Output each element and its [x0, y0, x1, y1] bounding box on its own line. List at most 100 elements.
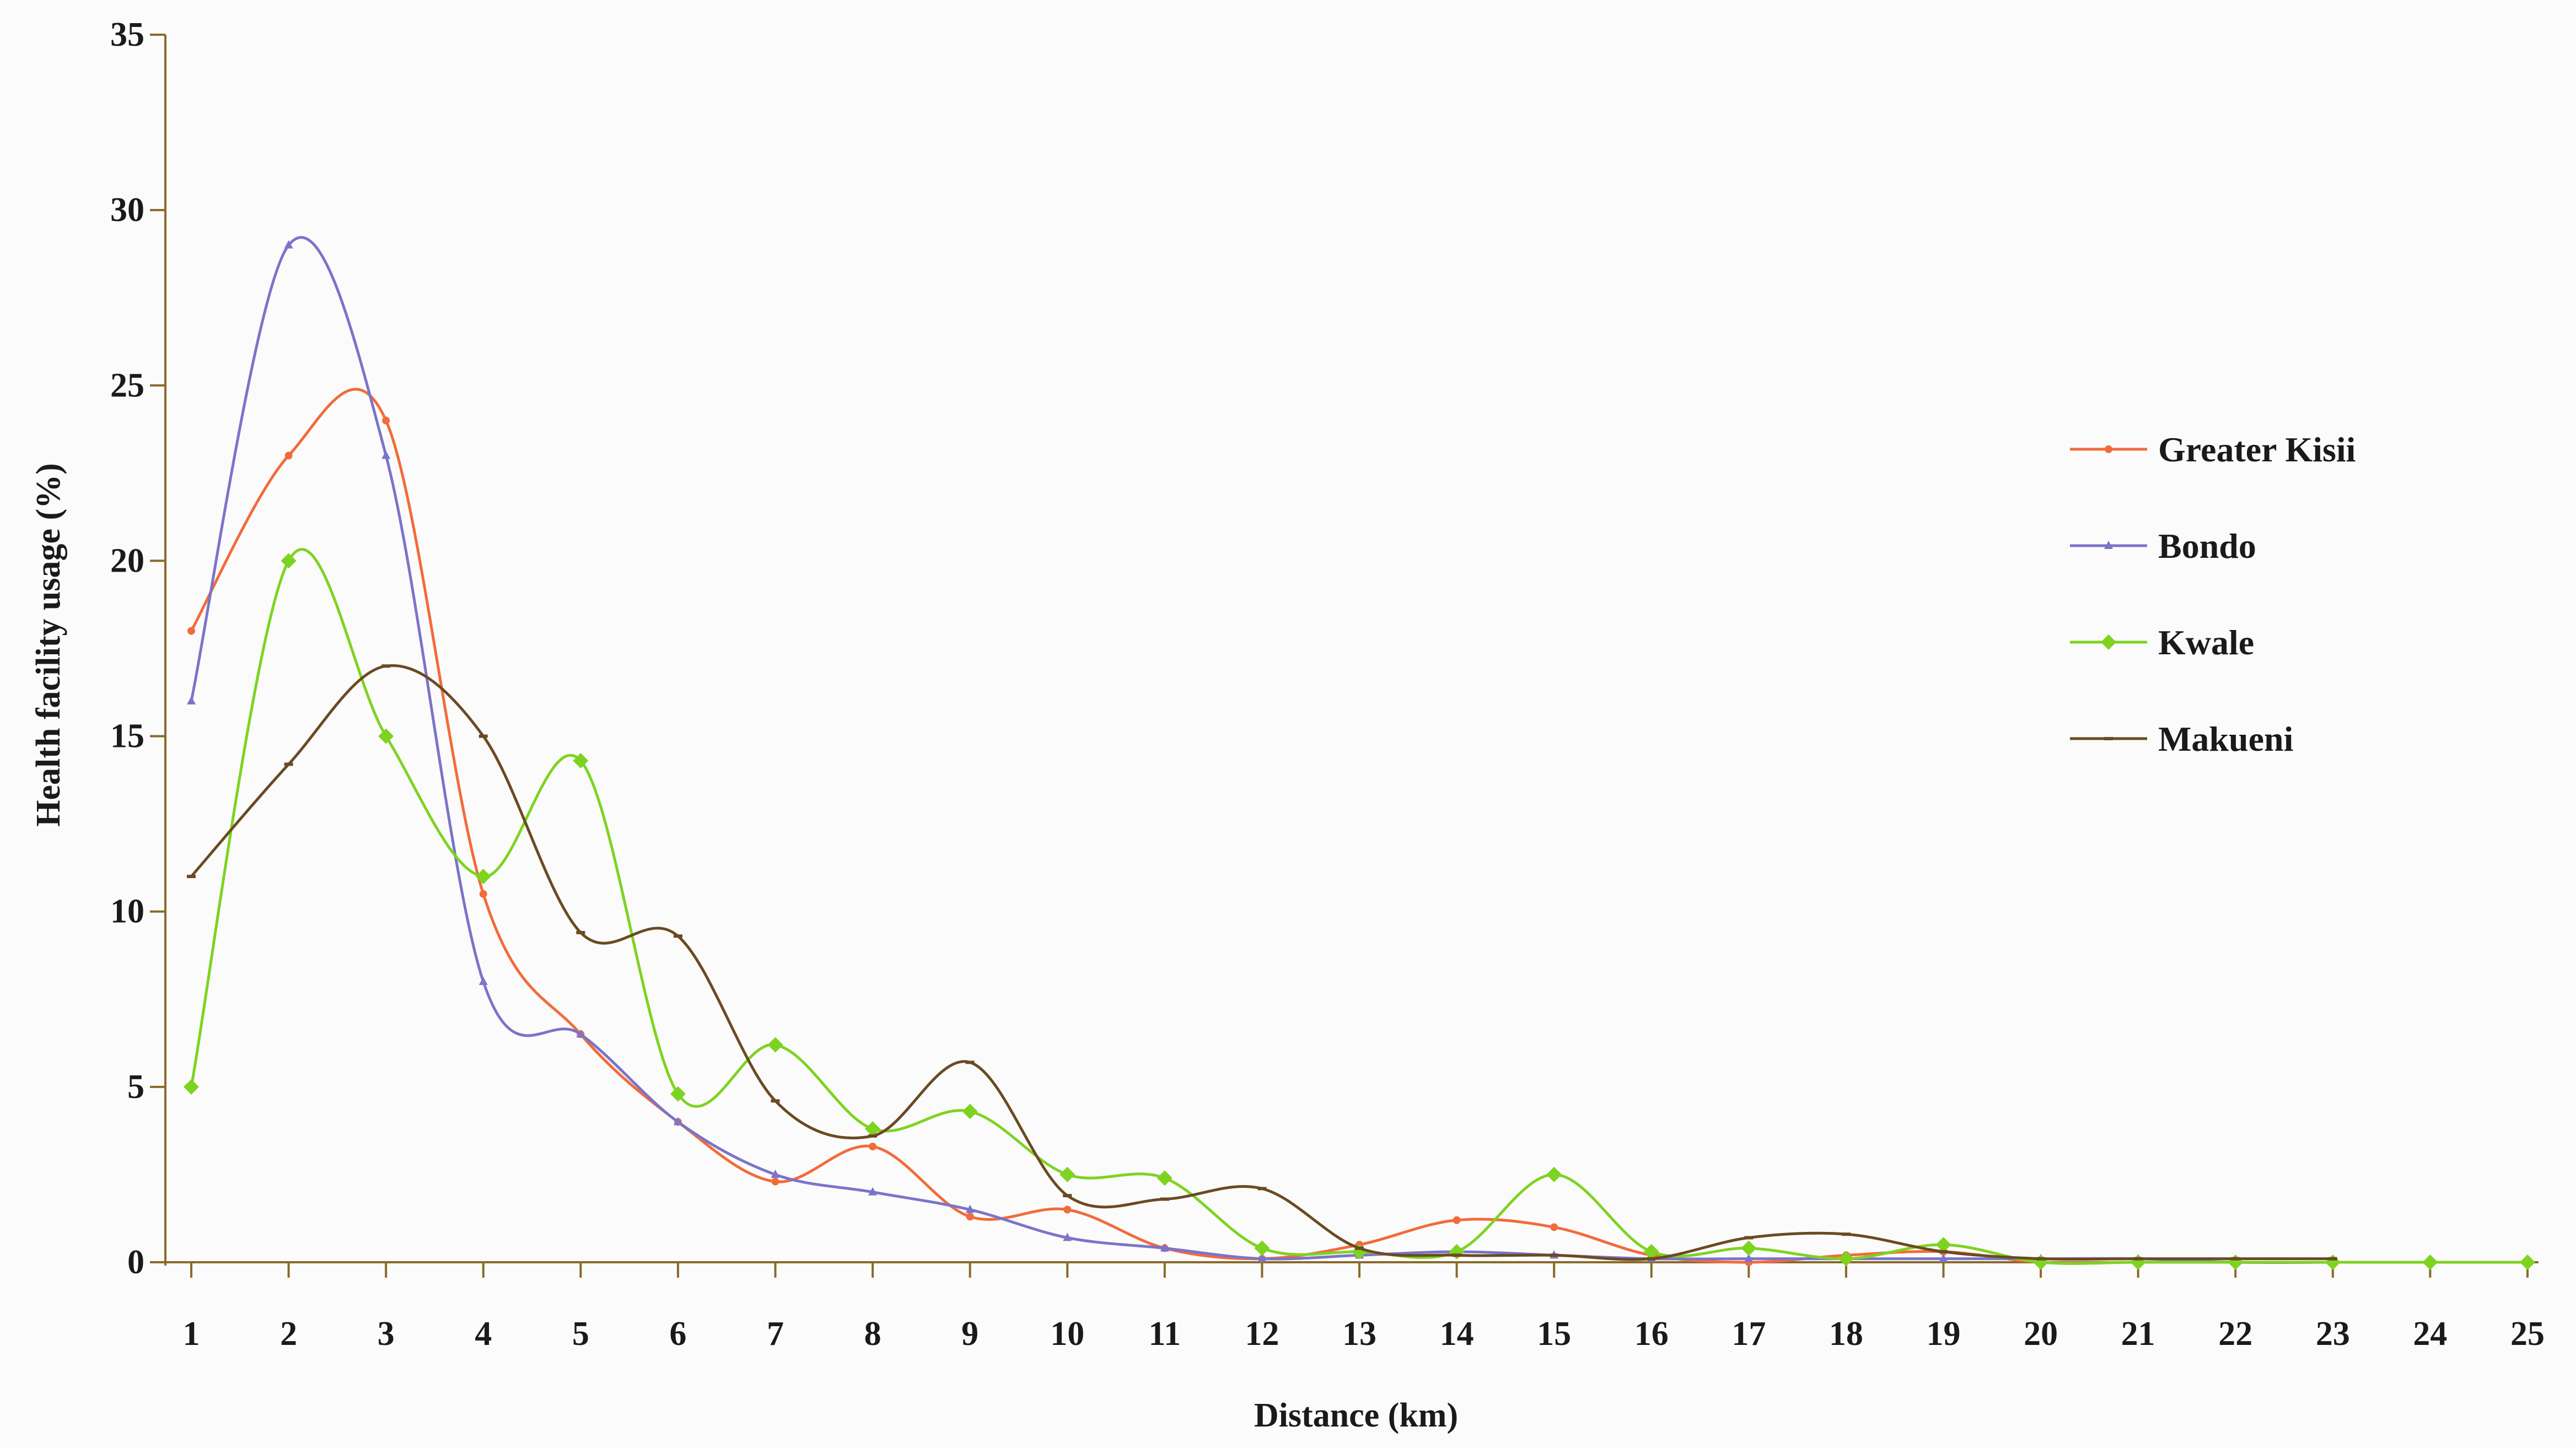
data-point-kwale — [1838, 1251, 1854, 1267]
y-tick-label: 30 — [110, 191, 144, 229]
data-point-bondo — [1257, 1253, 1267, 1262]
data-point-bondo — [1939, 1253, 1948, 1262]
x-tick-label: 4 — [475, 1315, 492, 1353]
x-tick-label: 20 — [2024, 1315, 2058, 1353]
x-tick-label: 19 — [1927, 1315, 1961, 1353]
x-tick-label: 3 — [378, 1315, 395, 1353]
data-point-greater-kisii — [284, 451, 293, 460]
legend-item-bondo: Bondo — [2070, 526, 2256, 566]
legend-label: Makueni — [2158, 719, 2293, 758]
y-tick-label: 35 — [110, 16, 144, 53]
legend-label: Kwale — [2158, 623, 2254, 662]
data-point-greater-kisii — [382, 416, 390, 424]
data-point-kwale — [1643, 1244, 1659, 1259]
legend-marker — [2104, 541, 2113, 549]
data-point-bondo — [673, 1117, 682, 1126]
data-point-kwale — [281, 553, 297, 569]
legend-item-greater-kisii: Greater Kisii — [2070, 430, 2355, 469]
x-tick-label: 2 — [280, 1315, 297, 1353]
data-point-kwale — [2325, 1255, 2341, 1270]
legend-item-makueni: Makueni — [2070, 719, 2293, 758]
x-tick-label: 18 — [1829, 1315, 1863, 1353]
data-point-bondo — [771, 1169, 780, 1178]
data-point-kwale — [2228, 1255, 2244, 1270]
x-tick-label: 22 — [2218, 1315, 2252, 1353]
x-ticks: 1 2 3 4 5 6 7 8 9 10 11 12 13 14 15 16 17 18 19 20 21 22 23 24 2… — [183, 1262, 2545, 1353]
data-point-kwale — [1935, 1237, 1951, 1253]
data-point-greater-kisii — [1453, 1216, 1461, 1224]
data-point-kwale — [1060, 1166, 1075, 1182]
x-tick-label: 16 — [1634, 1315, 1669, 1353]
data-point-kwale — [573, 753, 589, 769]
y-tick-label: 20 — [110, 542, 144, 579]
data-point-bondo — [1744, 1253, 1754, 1262]
data-point-kwale — [378, 728, 394, 744]
data-point-kwale — [184, 1079, 199, 1095]
series-line-kwale — [190, 548, 2529, 1265]
data-point-bondo — [1160, 1243, 1169, 1252]
y-axis-title: Health facility usage (%) — [30, 463, 67, 827]
x-tick-label: 5 — [572, 1315, 589, 1353]
data-point-bondo — [381, 450, 391, 459]
data-point-bondo — [1063, 1232, 1072, 1241]
series-greater-kisii — [187, 387, 2337, 1266]
x-tick-label: 17 — [1731, 1315, 1766, 1353]
data-point-bondo — [965, 1204, 975, 1213]
data-point-bondo — [868, 1187, 878, 1196]
x-tick-label: 13 — [1342, 1315, 1376, 1353]
y-tick-label: 25 — [110, 367, 144, 404]
data-point-greater-kisii — [869, 1143, 877, 1151]
y-tick-label: 0 — [127, 1244, 144, 1281]
data-point-kwale — [2033, 1255, 2049, 1270]
data-point-kwale — [767, 1037, 783, 1053]
data-point-kwale — [2520, 1255, 2535, 1270]
legend: Greater Kisii Bondo Kwale Makueni — [2070, 430, 2355, 758]
data-point-kwale — [1449, 1244, 1465, 1259]
x-tick-label: 11 — [1149, 1315, 1181, 1353]
x-tick-label: 25 — [2510, 1315, 2545, 1353]
data-point-greater-kisii — [771, 1177, 779, 1186]
x-tick-label: 24 — [2413, 1315, 2447, 1353]
legend-marker — [2101, 634, 2116, 650]
x-tick-label: 23 — [2316, 1315, 2350, 1353]
data-point-kwale — [670, 1086, 686, 1102]
series-makueni — [187, 664, 2337, 1261]
data-point-kwale — [1741, 1240, 1757, 1256]
data-point-kwale — [865, 1121, 881, 1137]
data-point-bondo — [187, 696, 196, 704]
y-tick-label: 5 — [127, 1068, 144, 1106]
x-tick-label: 7 — [767, 1315, 784, 1353]
y-ticks: 0 5 10 15 20 25 30 35 — [110, 16, 165, 1281]
legend-label: Greater Kisii — [2158, 430, 2355, 469]
data-point-bondo — [576, 1029, 585, 1038]
x-tick-label: 10 — [1050, 1315, 1084, 1353]
data-point-bondo — [478, 976, 488, 985]
x-tick-label: 12 — [1245, 1315, 1279, 1353]
legend-item-kwale: Kwale — [2070, 623, 2254, 662]
x-tick-label: 14 — [1440, 1315, 1474, 1353]
series-bondo — [187, 236, 2337, 1266]
data-point-kwale — [1157, 1170, 1173, 1186]
legend-label: Bondo — [2158, 526, 2256, 566]
series-layer — [184, 236, 2535, 1270]
data-point-kwale — [1546, 1166, 1562, 1182]
x-tick-label: 8 — [864, 1315, 881, 1353]
x-tick-label: 15 — [1537, 1315, 1571, 1353]
data-point-greater-kisii — [1063, 1205, 1072, 1214]
data-point-kwale — [2130, 1255, 2146, 1270]
data-point-greater-kisii — [966, 1213, 974, 1221]
x-axis-title: Distance (km) — [1254, 1397, 1458, 1434]
x-tick-label: 1 — [183, 1315, 200, 1353]
data-point-kwale — [2422, 1255, 2438, 1270]
series-line-greater-kisii — [190, 387, 2335, 1264]
data-point-greater-kisii — [1550, 1223, 1558, 1231]
data-point-greater-kisii — [187, 627, 195, 635]
data-point-kwale — [475, 869, 491, 885]
y-tick-label: 10 — [110, 893, 144, 930]
x-tick-label: 21 — [2121, 1315, 2155, 1353]
x-tick-label: 6 — [669, 1315, 686, 1353]
series-line-bondo — [190, 236, 2335, 1264]
x-tick-label: 9 — [961, 1315, 978, 1353]
